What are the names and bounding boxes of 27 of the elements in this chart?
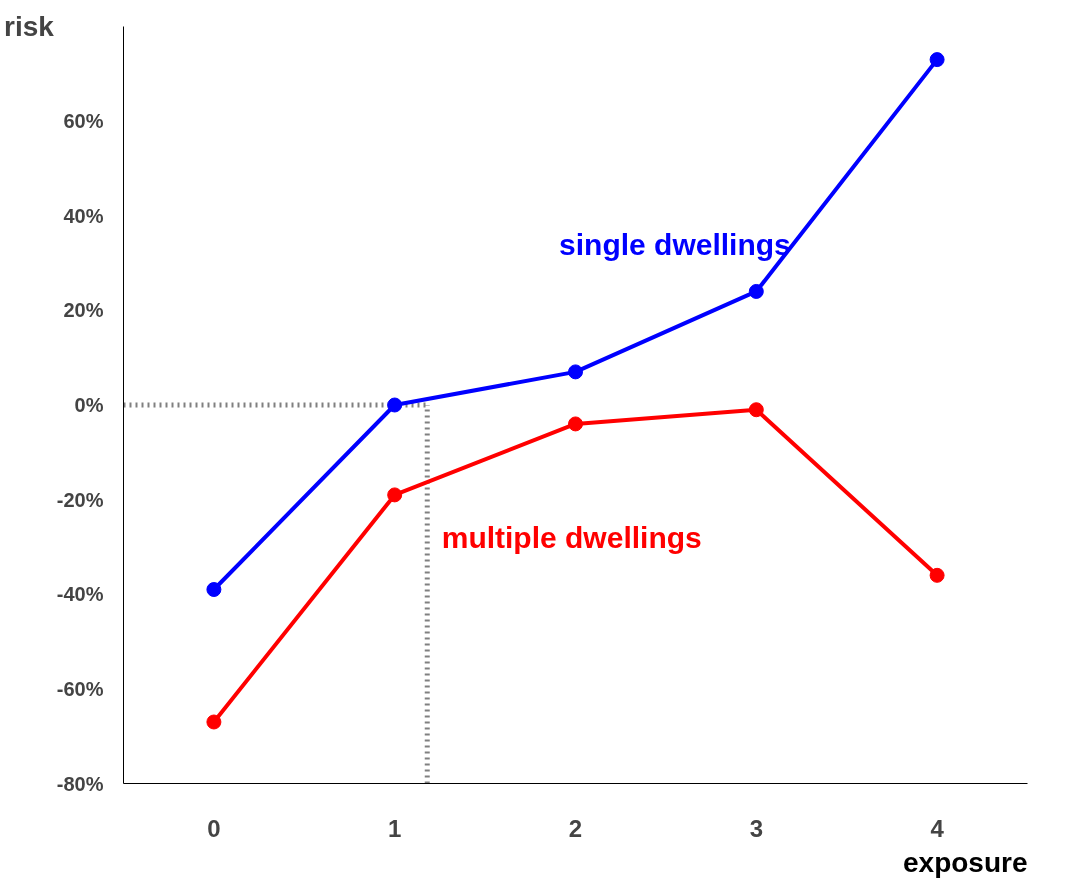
- point: [748, 283, 764, 299]
- y-tick-label: 60%: [63, 110, 104, 133]
- y-tick-label: 20%: [63, 299, 104, 322]
- x-tick-label: 0: [207, 814, 221, 842]
- y-tick-label: -60%: [56, 677, 104, 700]
- y-tick-label: -20%: [56, 488, 104, 511]
- y-tick-label: -80%: [56, 772, 104, 795]
- point: [748, 402, 764, 418]
- x-tick-label: 4: [930, 814, 945, 842]
- y-tick-label: 0%: [74, 394, 104, 416]
- x-tick-label: 1: [388, 814, 402, 842]
- point: [568, 364, 583, 380]
- y-tick-label: -40%: [56, 583, 104, 606]
- point: [929, 567, 945, 583]
- point: [387, 487, 403, 503]
- point: [387, 397, 403, 413]
- x-tick-label: 3: [749, 814, 763, 842]
- x-axis-title: exposure: [903, 846, 1028, 878]
- point: [929, 52, 945, 68]
- y-tick-label: 40%: [63, 204, 104, 227]
- point: [568, 416, 583, 432]
- point: [206, 582, 222, 597]
- series-label: single dwellings: [559, 227, 791, 261]
- series-label: multiple dwellings: [441, 520, 702, 554]
- y-axis-title: risk: [3, 11, 55, 42]
- point: [206, 714, 222, 730]
- x-tick-label: 2: [568, 814, 583, 842]
